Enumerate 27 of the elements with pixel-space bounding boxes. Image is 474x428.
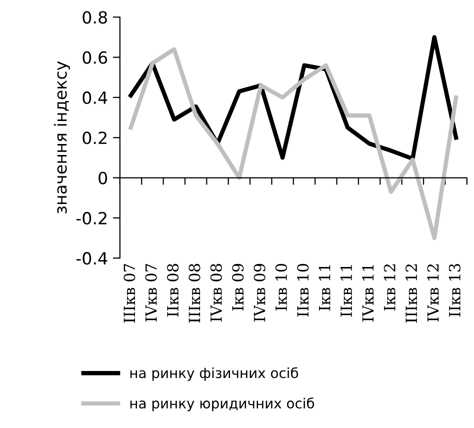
x-tick-label: IIкв 08	[167, 264, 179, 317]
y-tick-label: 0	[98, 172, 108, 184]
x-tick-label: IIкв 11	[340, 265, 352, 317]
y-tick-label: 0.6	[82, 51, 108, 64]
x-tick-label: IIIкв 07	[124, 264, 136, 323]
y-axis-title: значення індексу	[54, 61, 70, 214]
legend-label: на ринку фізичних осіб	[130, 367, 298, 381]
x-tick-label: IIIкв 12	[406, 264, 417, 323]
x-tick-label: Iкв 11	[318, 265, 330, 311]
x-tick-label: Iкв 10	[275, 264, 287, 311]
x-tick-label: IIIкв 08	[188, 264, 200, 323]
x-tick-label: IIкв 13	[448, 264, 460, 317]
x-tick-label: IVкв 08	[210, 264, 222, 322]
x-tick-label: IVкв 09	[254, 264, 266, 322]
y-tick-label: -0.4	[76, 252, 108, 265]
y-tick-label: -0.2	[76, 212, 106, 224]
y-tick-label: 0.4	[82, 91, 108, 104]
x-tick-label: IVкв 07	[145, 264, 157, 322]
y-tick-label: 0.2	[82, 132, 106, 144]
x-tick-label: IVкв 11	[362, 265, 374, 322]
x-tick-label: IVкв 12	[427, 264, 439, 322]
x-tick-label: IIкв 10	[297, 264, 309, 317]
legend-label: на ринку юридичних осіб	[130, 398, 314, 412]
line-series	[128, 47, 458, 240]
x-tick-label: Iкв 09	[232, 264, 244, 311]
x-tick-label: Iкв 12	[384, 264, 396, 311]
y-tick-label: 0.8	[82, 11, 107, 24]
